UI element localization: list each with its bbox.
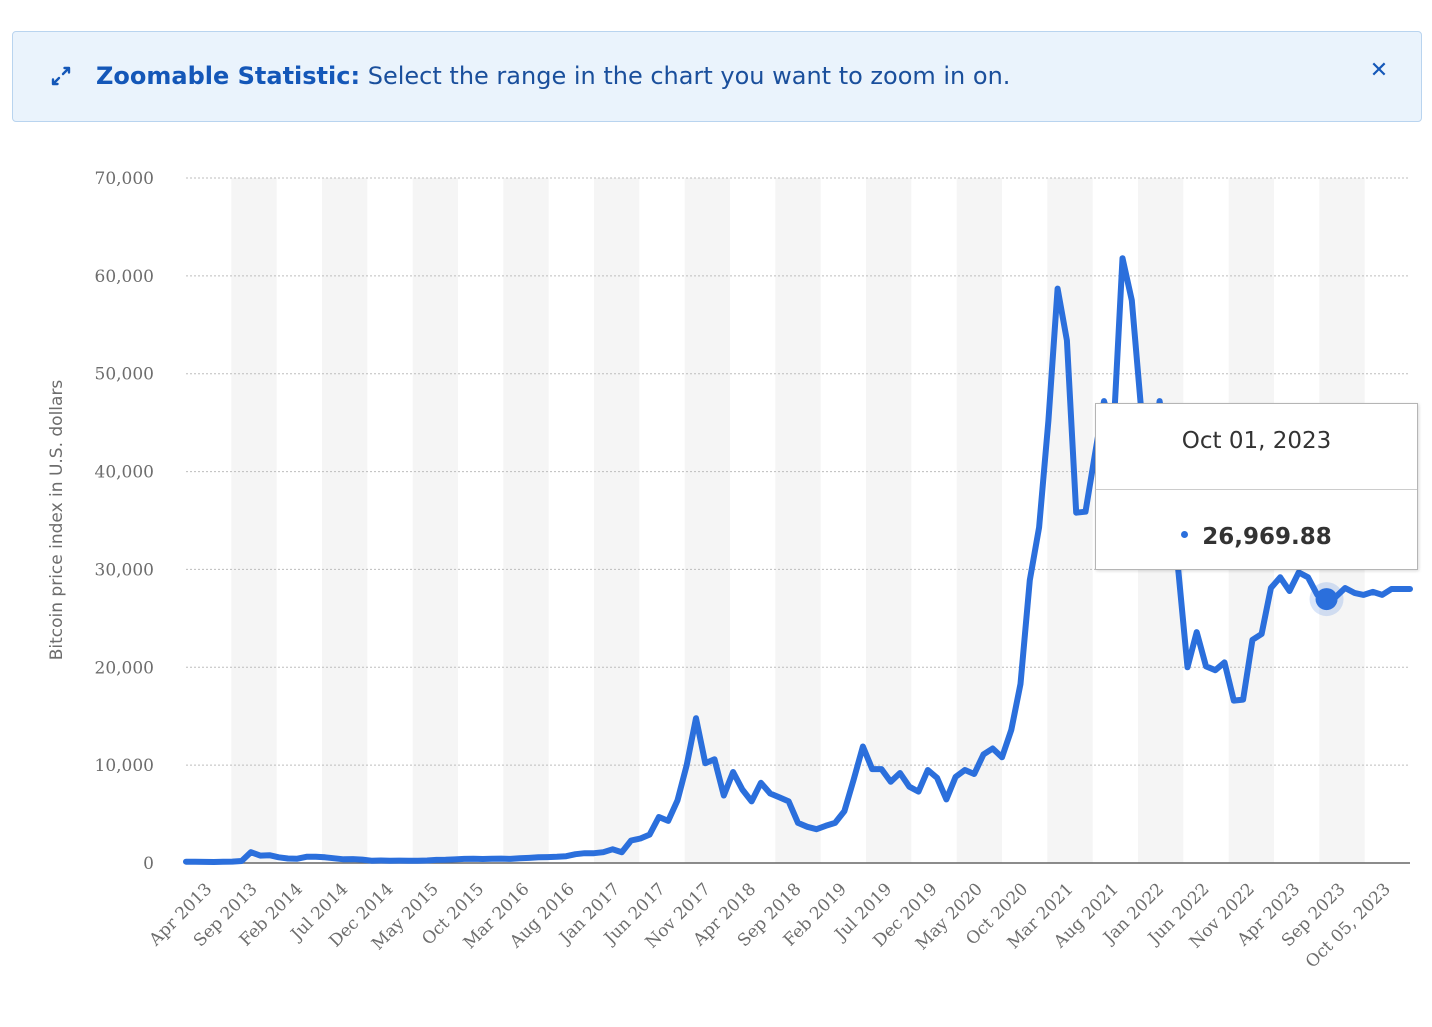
data-tooltip: Oct 01, 2023 26,969.88 bbox=[1095, 403, 1418, 570]
background-band bbox=[866, 178, 912, 863]
y-tick-label: 60,000 bbox=[95, 267, 154, 287]
banner-title: Zoomable Statistic: bbox=[96, 62, 361, 90]
y-tick-label: 20,000 bbox=[95, 658, 154, 678]
y-axis-ticks: 0 10,000 20,000 30,000 40,000 50,000 60,000 70,… bbox=[95, 169, 154, 874]
background-band bbox=[231, 178, 277, 863]
y-tick-label: 40,000 bbox=[95, 463, 154, 483]
series-dot-icon bbox=[1181, 531, 1189, 538]
tooltip-date: Oct 01, 2023 bbox=[1181, 428, 1332, 454]
background-band bbox=[503, 178, 549, 863]
background-band bbox=[594, 178, 640, 863]
close-icon[interactable]: ✕ bbox=[1369, 58, 1389, 83]
tooltip-value: 26,969.88 bbox=[1202, 524, 1332, 550]
expand-arrows-icon bbox=[51, 66, 71, 86]
y-tick-label: 50,000 bbox=[95, 365, 154, 385]
y-tick-label: 70,000 bbox=[95, 169, 154, 189]
tooltip-divider bbox=[1096, 489, 1417, 490]
banner-text: Select the range in the chart you want t… bbox=[367, 62, 1011, 90]
marker-point bbox=[1315, 588, 1338, 611]
y-axis-label: Bitcoin price index in U.S. dollars bbox=[47, 380, 67, 661]
background-band bbox=[775, 178, 821, 863]
background-band bbox=[1047, 178, 1093, 863]
zoom-info-banner: Zoomable Statistic: Select the range in … bbox=[12, 31, 1422, 122]
y-tick-label: 30,000 bbox=[95, 560, 154, 580]
highlight-marker bbox=[1309, 582, 1344, 617]
background-band bbox=[322, 178, 368, 863]
series-line-group[interactable] bbox=[183, 255, 1413, 865]
background-band bbox=[412, 178, 458, 863]
y-tick-label: 0 bbox=[143, 854, 154, 874]
banner-message: Zoomable Statistic: Select the range in … bbox=[96, 62, 1010, 90]
series-line[interactable] bbox=[183, 255, 1413, 865]
tooltip-value-row: 26,969.88 bbox=[1096, 524, 1417, 550]
y-tick-label: 10,000 bbox=[95, 756, 154, 776]
